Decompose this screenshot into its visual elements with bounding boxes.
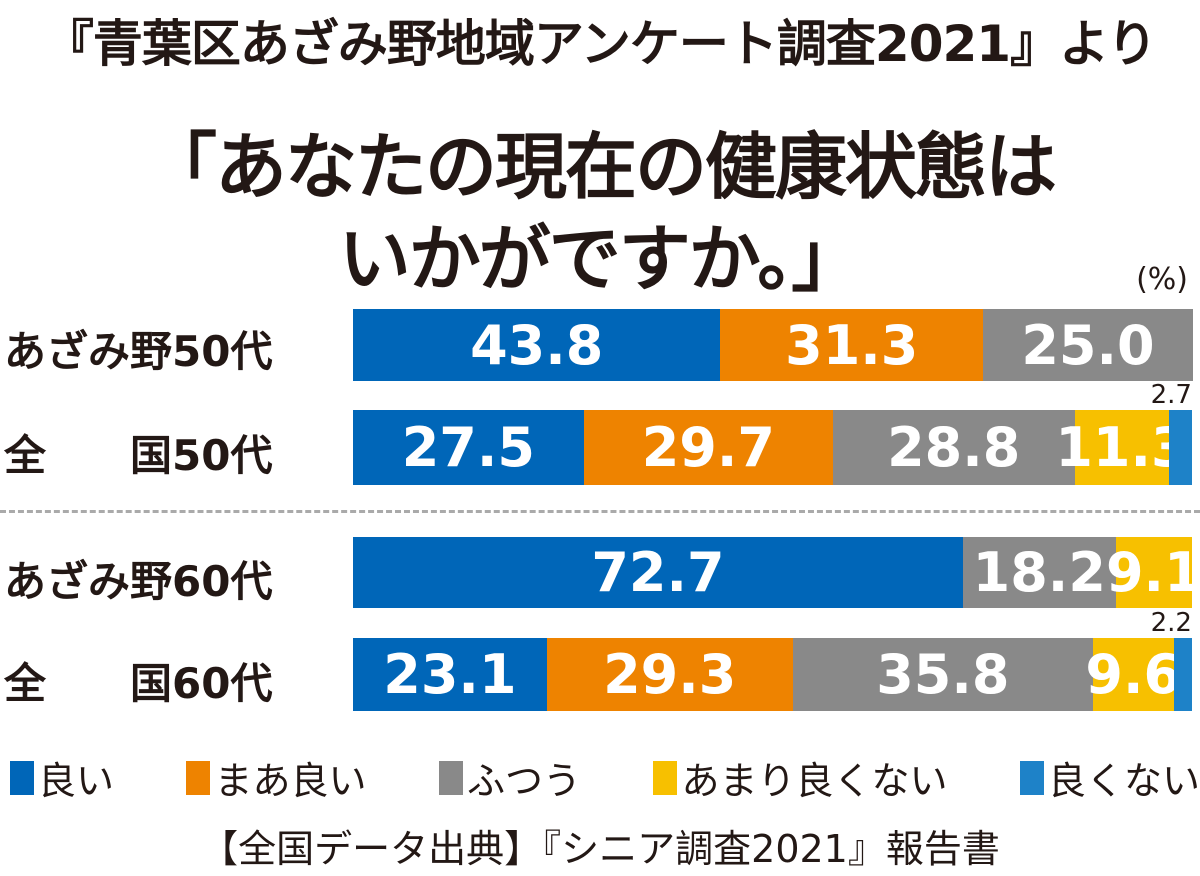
data-label: 29.7 xyxy=(641,416,775,479)
legend-swatch xyxy=(438,760,463,795)
bar-segment: 2.7 xyxy=(1151,380,1192,485)
row-label: あざみ野50代 xyxy=(4,327,273,376)
bar-segment: 29.7 xyxy=(583,410,833,485)
legend-item: ふつう xyxy=(438,750,581,805)
chart-title-line1: 「あなたの現在の健康状態は xyxy=(144,125,1057,209)
data-label: 35.8 xyxy=(876,643,1010,706)
legend-item: あまり良くない xyxy=(653,750,947,805)
bar-row: 27.5 29.7 28.8 11.3 2.7 xyxy=(353,380,1192,485)
legend-swatch xyxy=(186,760,211,795)
bar-segment: 11.3 xyxy=(1055,410,1189,485)
data-label: 11.3 xyxy=(1055,416,1189,479)
data-label: 72.7 xyxy=(591,541,725,604)
unit-label: (%) xyxy=(1136,262,1188,297)
bar-segment: 43.8 xyxy=(353,309,721,381)
group-divider xyxy=(0,510,1200,513)
bar-segment: 29.3 xyxy=(546,638,793,711)
data-label: 23.1 xyxy=(383,643,517,706)
legend-label: あまり良くない xyxy=(681,759,948,803)
bar-segment: 28.8 xyxy=(832,410,1075,485)
legend-swatch xyxy=(1019,760,1044,795)
row-label: 全 国60代 xyxy=(4,659,273,708)
data-label: 29.3 xyxy=(603,643,737,706)
row-label: あざみ野60代 xyxy=(4,557,273,606)
legend-label: ふつう xyxy=(466,759,581,803)
bar-segment: 31.3 xyxy=(720,309,984,381)
data-label: 27.5 xyxy=(401,416,535,479)
bar-segment: 35.8 xyxy=(792,638,1093,711)
legend-label: 良くない xyxy=(1047,759,1200,803)
bar-segment: 27.5 xyxy=(353,410,584,485)
data-label: 28.8 xyxy=(887,416,1021,479)
bar-segment: 2.2 xyxy=(1151,608,1192,711)
data-label: 25.0 xyxy=(1021,313,1155,377)
bar-segment: 18.2 xyxy=(962,537,1116,608)
bar-row: 72.7 18.2 9.1 xyxy=(353,537,1200,608)
legend: 良い まあ良い ふつう あまり良くない 良くない xyxy=(10,750,1200,805)
legend-label: まあ良い xyxy=(214,759,367,803)
source-caption: 『青葉区あざみ野地域アンケート調査2021』より xyxy=(43,15,1157,73)
legend-item: 良くない xyxy=(1019,750,1200,805)
bar-segment: 9.6 xyxy=(1085,638,1181,711)
bar-segment: 72.7 xyxy=(353,537,963,608)
row-label: 全 国50代 xyxy=(4,431,273,480)
bar-row: 23.1 29.3 35.8 9.6 2.2 xyxy=(353,608,1192,711)
data-label: 2.2 xyxy=(1150,608,1192,638)
bar-segment: 23.1 xyxy=(353,638,547,711)
bar-row: 43.8 31.3 25.0 xyxy=(353,309,1193,381)
data-label: 43.8 xyxy=(470,313,604,377)
legend-item: まあ良い xyxy=(186,750,367,805)
bar-segment: 9.1 xyxy=(1106,537,1200,608)
data-label: 31.3 xyxy=(785,313,919,377)
data-label: 9.1 xyxy=(1105,541,1200,604)
data-label: 2.7 xyxy=(1150,380,1192,410)
chart-title-line2: いかがですか。」 xyxy=(338,217,864,301)
bar-segment: 25.0 xyxy=(983,309,1193,381)
legend-item: 良い xyxy=(10,750,114,805)
legend-swatch xyxy=(653,760,678,795)
legend-label: 良い xyxy=(38,759,115,803)
legend-swatch xyxy=(10,760,34,795)
data-label: 18.2 xyxy=(972,541,1106,604)
data-label: 9.6 xyxy=(1085,643,1182,706)
data-source-footer: 【全国データ出典】『シニア調査2021』報告書 xyxy=(200,827,1000,871)
